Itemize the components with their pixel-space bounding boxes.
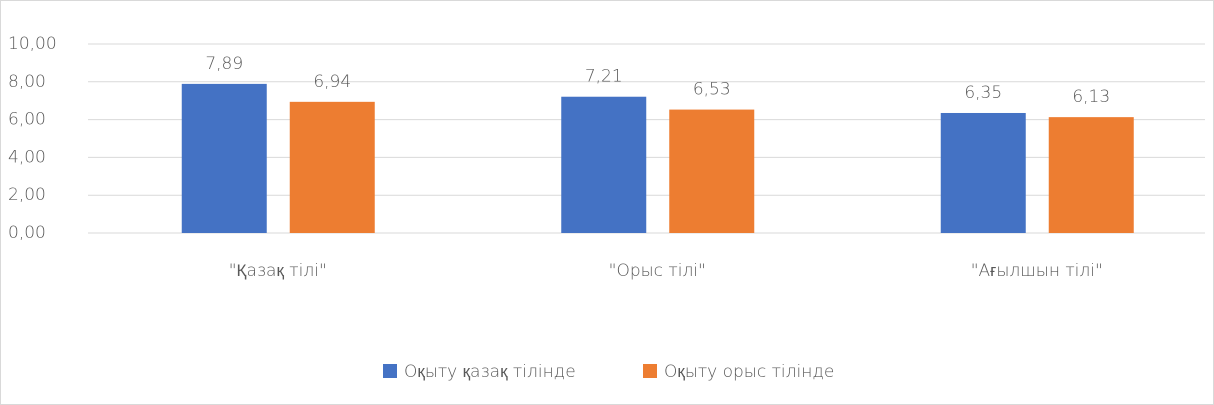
bar (1048, 117, 1134, 233)
y-tick-label: 8,00 (8, 72, 46, 92)
data-label: 6,13 (1072, 87, 1110, 107)
legend-label: Оқыту орыс тілінде (664, 362, 834, 382)
data-label: 7,21 (585, 67, 623, 87)
y-tick-label: 6,00 (8, 110, 46, 130)
legend-label: Оқыту қазақ тілінде (404, 362, 576, 382)
bar (669, 109, 755, 233)
legend-swatch (643, 364, 657, 378)
x-tick-label: "Орыс тілі" (609, 261, 706, 281)
bar (181, 83, 267, 233)
bar (561, 96, 647, 233)
y-tick-label: 10,00 (8, 34, 57, 54)
bar (940, 112, 1026, 233)
data-label: 6,94 (313, 72, 351, 92)
x-tick-label: "Ағылшын тілі" (971, 261, 1103, 281)
bar (289, 101, 375, 233)
y-tick-label: 2,00 (8, 185, 46, 205)
data-label: 6,53 (693, 80, 731, 100)
legend-swatch (383, 364, 397, 378)
x-tick-label: "Қазақ тілі" (229, 261, 327, 281)
data-label: 6,35 (964, 83, 1002, 103)
y-tick-label: 4,00 (8, 147, 46, 167)
data-label: 7,89 (205, 54, 243, 74)
y-tick-label: 0,00 (8, 223, 46, 243)
